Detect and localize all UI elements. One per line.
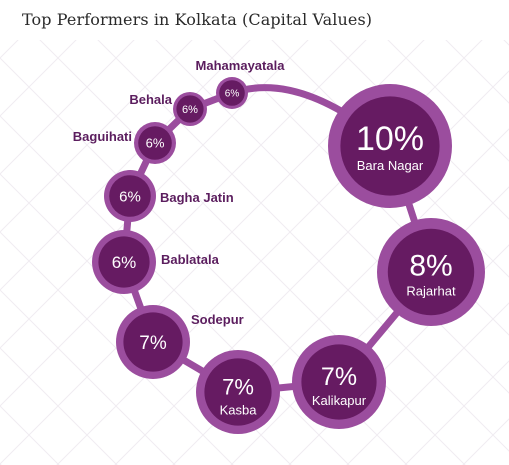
bubble-bablatala: 6% Bablatala bbox=[92, 230, 220, 294]
category-label: Baguihati bbox=[73, 129, 132, 144]
bubble-inner bbox=[176, 95, 204, 123]
bubble-inner bbox=[109, 175, 151, 217]
chart-title: Top Performers in Kolkata (Capital Value… bbox=[22, 10, 373, 29]
value-label: 7% bbox=[139, 333, 167, 354]
category-label: Sodepur bbox=[191, 312, 244, 327]
bubble-rajarhat: 8%Rajarhat bbox=[377, 218, 485, 326]
value-label: 7% bbox=[321, 363, 357, 391]
value-label: 6% bbox=[112, 253, 137, 272]
bubble-bara-nagar: 10%Bara Nagar bbox=[328, 84, 452, 208]
bubble-behala: 6% Behala bbox=[129, 92, 207, 126]
value-label: 6% bbox=[225, 89, 240, 100]
value-label: 10% bbox=[356, 120, 424, 158]
category-label: Bagha Jatin bbox=[160, 190, 234, 205]
value-label: 6% bbox=[146, 136, 165, 151]
category-label: Behala bbox=[129, 92, 172, 107]
bubble-inner bbox=[138, 126, 172, 160]
bubble-bagha-jatin: 6% Bagha Jatin bbox=[104, 170, 234, 222]
category-label: Kalikapur bbox=[312, 393, 367, 408]
bubble-kalikapur: 7% Kalikapur bbox=[292, 335, 386, 429]
bubble-sodepur: 7% Sodepur bbox=[116, 305, 244, 379]
category-label: Bara Nagar bbox=[357, 158, 424, 173]
bubble-mahamayatala: 6% Mahamayatala bbox=[196, 58, 286, 109]
value-label: 6% bbox=[119, 188, 141, 205]
category-label: Bablatala bbox=[161, 252, 220, 267]
bubble-inner bbox=[98, 236, 150, 288]
category-label: Kasba bbox=[220, 403, 258, 418]
bubble-inner bbox=[204, 358, 272, 426]
bubble-inner bbox=[219, 80, 245, 106]
bubble-group: 10%Bara Nagar8%Rajarhat7%Kalikapur7%Kasb… bbox=[73, 58, 485, 434]
value-label: 7% bbox=[222, 375, 254, 400]
bubble-inner bbox=[340, 96, 440, 196]
bubble-inner bbox=[301, 344, 377, 420]
bubble-baguihati: 6% Baguihati bbox=[73, 122, 176, 164]
bubble-inner bbox=[387, 228, 475, 316]
value-label: 6% bbox=[182, 104, 198, 116]
value-label: 8% bbox=[409, 250, 452, 283]
bubble-kasba: 7% Kasba bbox=[196, 350, 280, 434]
bubble-inner bbox=[123, 312, 183, 372]
category-label: Rajarhat bbox=[406, 284, 456, 299]
category-label: Mahamayatala bbox=[196, 58, 286, 73]
